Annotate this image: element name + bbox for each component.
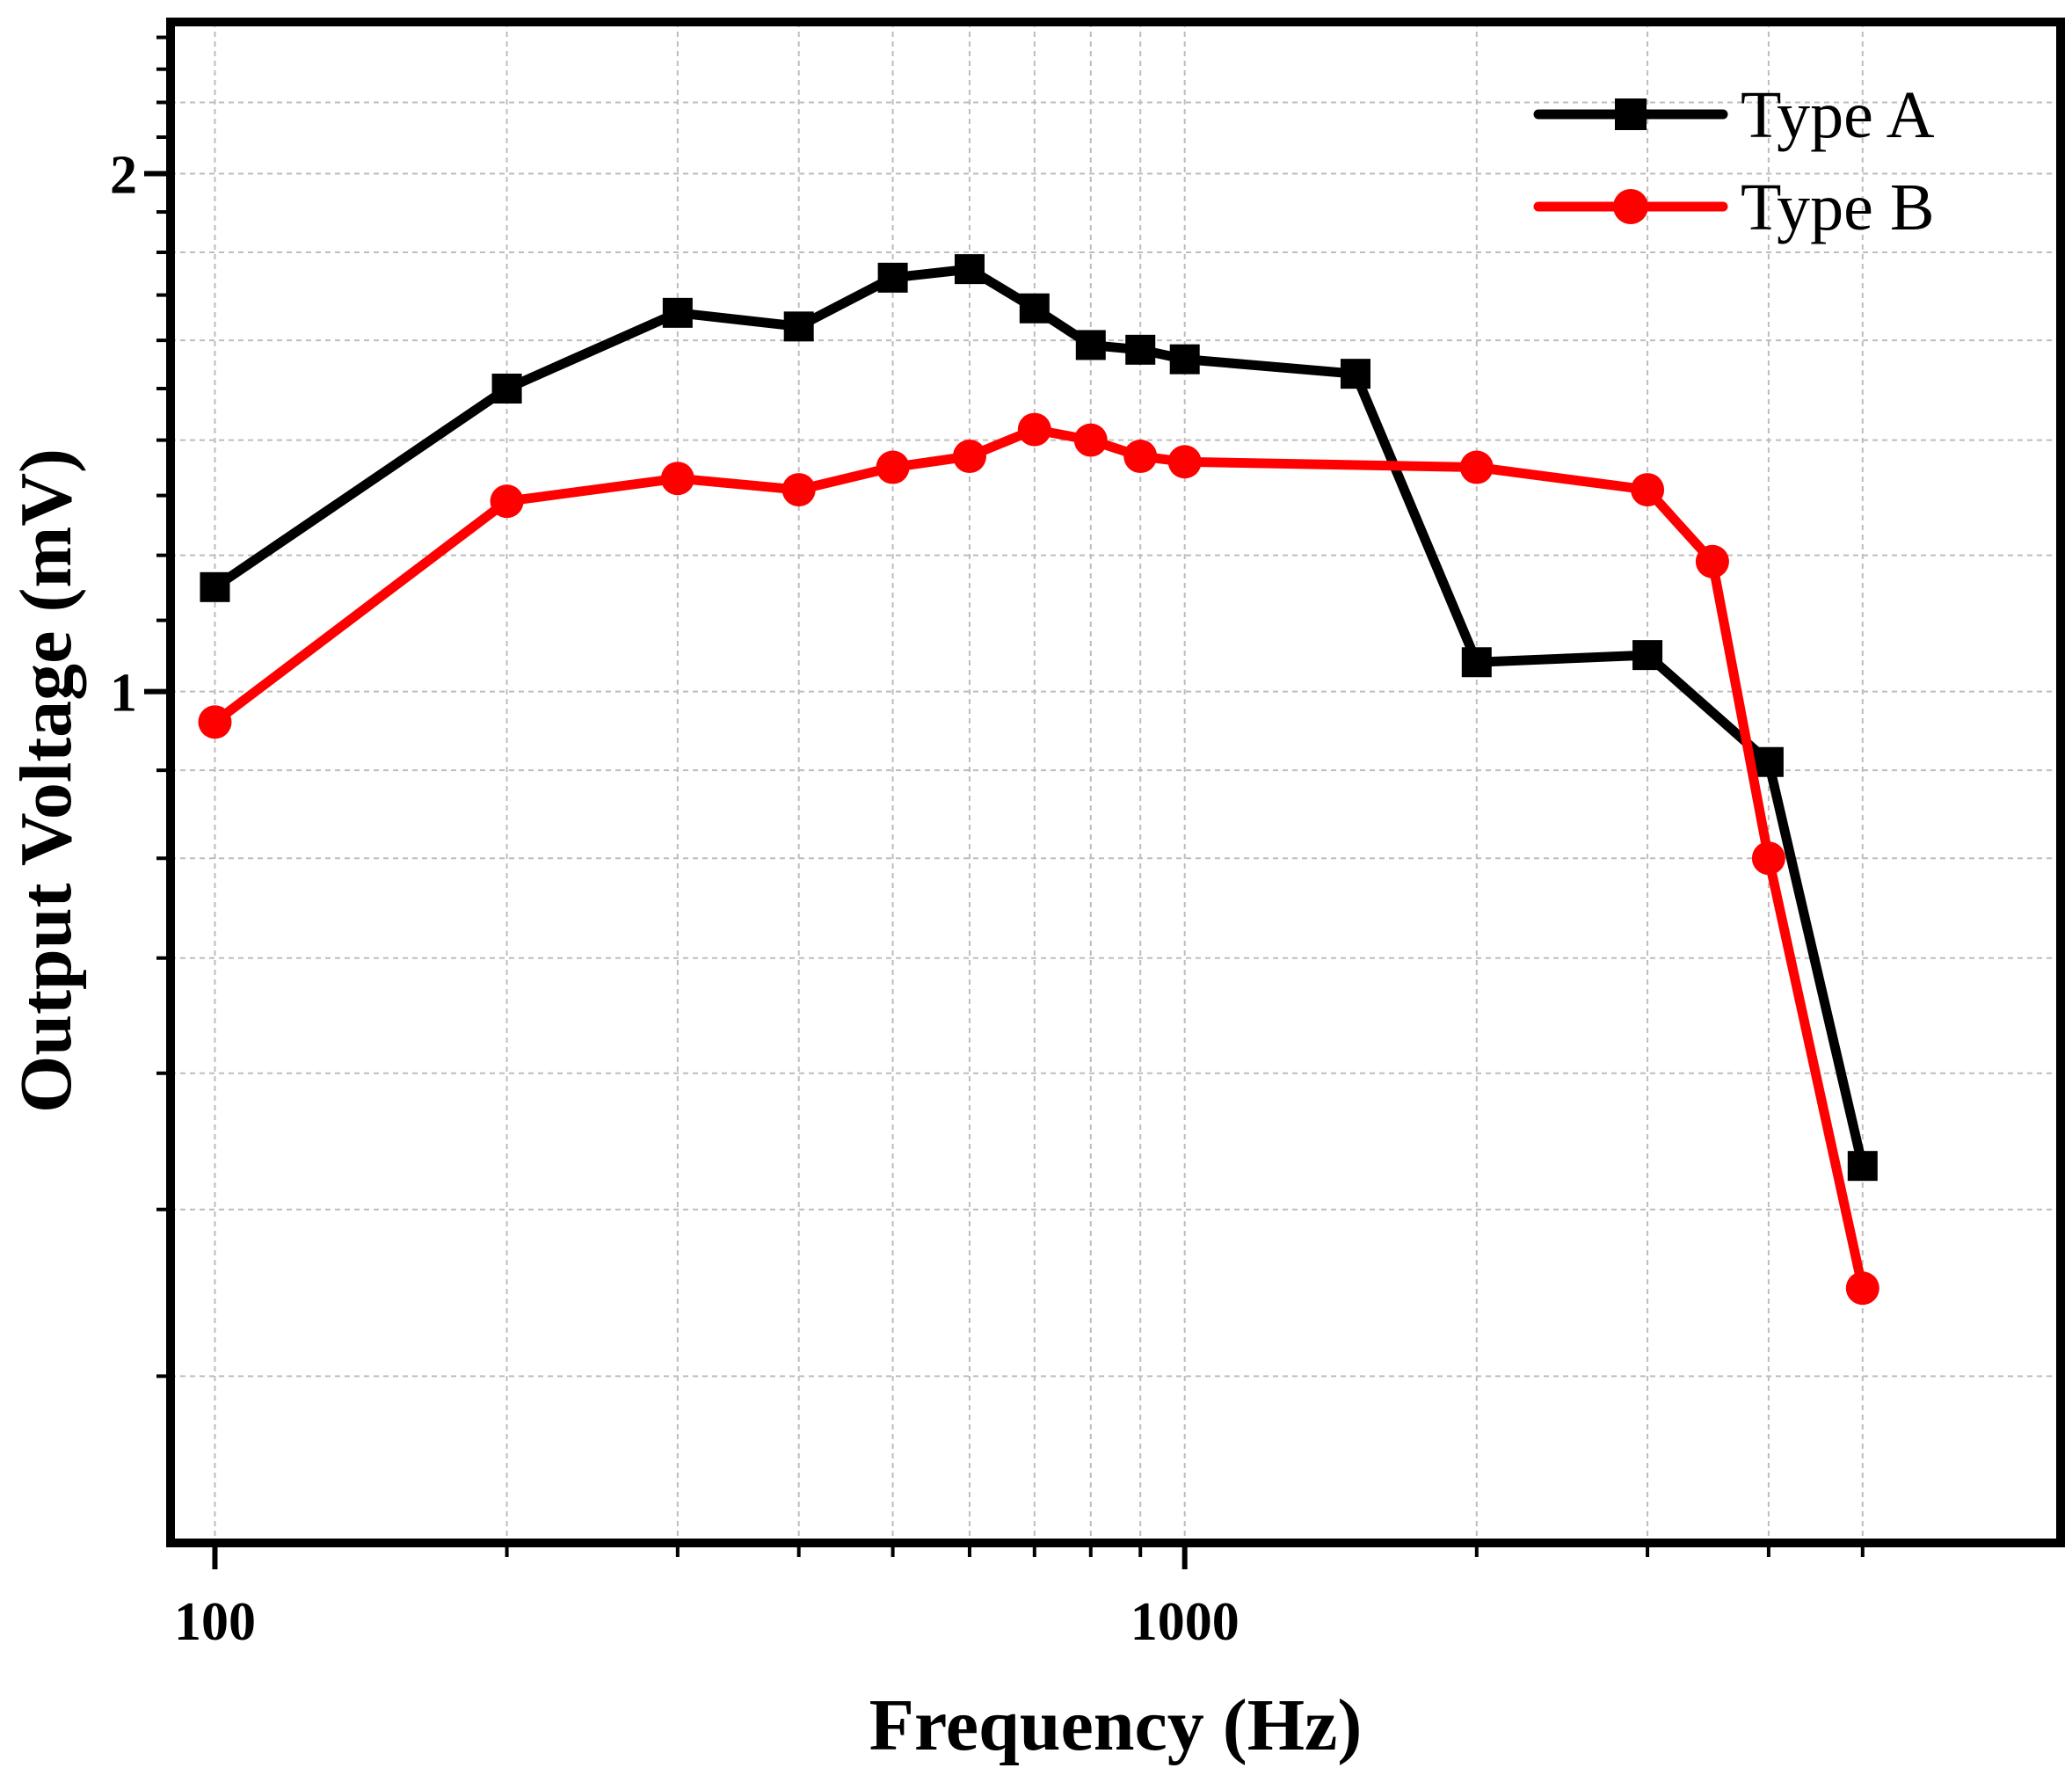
data-point-type-a bbox=[662, 297, 693, 328]
data-point-type-b bbox=[1845, 1271, 1879, 1306]
data-point-type-a bbox=[1169, 344, 1200, 375]
legend-label-type-b: Type B bbox=[1741, 171, 1935, 244]
series-type-a bbox=[200, 254, 1878, 1182]
data-point-type-b bbox=[198, 705, 232, 739]
data-point-type-a bbox=[200, 571, 230, 602]
data-point-type-a bbox=[1632, 640, 1663, 671]
data-point-type-a bbox=[1847, 1151, 1878, 1182]
data-point-type-a bbox=[783, 311, 814, 342]
y-axis-title: Output Voltage (mV) bbox=[5, 448, 87, 1113]
data-point-type-b bbox=[782, 473, 816, 507]
legend-label-type-a: Type A bbox=[1741, 78, 1935, 152]
data-point-type-b bbox=[1695, 544, 1729, 578]
data-point-type-b bbox=[876, 450, 910, 484]
data-point-type-a bbox=[1340, 359, 1370, 389]
legend-item-type-b: Type B bbox=[1533, 171, 1935, 244]
data-point-type-b bbox=[1751, 841, 1785, 876]
legend-marker-type-b bbox=[1613, 189, 1648, 224]
x-tick-label: 1000 bbox=[1131, 1592, 1240, 1652]
legend-marker-type-a bbox=[1615, 98, 1647, 130]
data-point-type-a bbox=[1075, 330, 1106, 360]
series-type-b bbox=[198, 412, 1879, 1306]
y-tick-label: 1 bbox=[110, 664, 137, 724]
plot-frame bbox=[166, 18, 2065, 1547]
data-point-type-a bbox=[1461, 647, 1492, 678]
y-tick-label: 2 bbox=[110, 145, 137, 205]
data-point-type-b bbox=[1167, 445, 1202, 479]
data-point-type-b bbox=[490, 484, 524, 519]
series-line-type-a bbox=[210, 264, 1868, 1171]
data-point-type-b bbox=[1073, 423, 1108, 457]
data-point-type-b bbox=[1017, 412, 1051, 447]
x-tick-label: 100 bbox=[174, 1592, 256, 1652]
data-point-type-a bbox=[877, 262, 908, 293]
data-point-type-b bbox=[1631, 473, 1665, 507]
legend-item-type-a: Type A bbox=[1533, 78, 1935, 152]
data-point-type-b bbox=[952, 440, 986, 474]
data-point-type-a bbox=[491, 373, 522, 404]
axis-ticks: 100 1000 1 2 bbox=[110, 35, 1865, 1652]
data-point-type-a bbox=[1753, 746, 1784, 777]
data-point-type-a bbox=[1019, 293, 1050, 324]
series-layer bbox=[198, 254, 1879, 1306]
legend: Type A Type B bbox=[1533, 78, 1935, 244]
data-point-type-b bbox=[1123, 440, 1158, 474]
x-axis-title: Frequency (Hz) bbox=[869, 1684, 1363, 1766]
data-point-type-b bbox=[660, 462, 694, 496]
data-point-type-b bbox=[1459, 450, 1494, 484]
data-point-type-a bbox=[1125, 334, 1156, 365]
data-point-type-a bbox=[954, 254, 985, 285]
